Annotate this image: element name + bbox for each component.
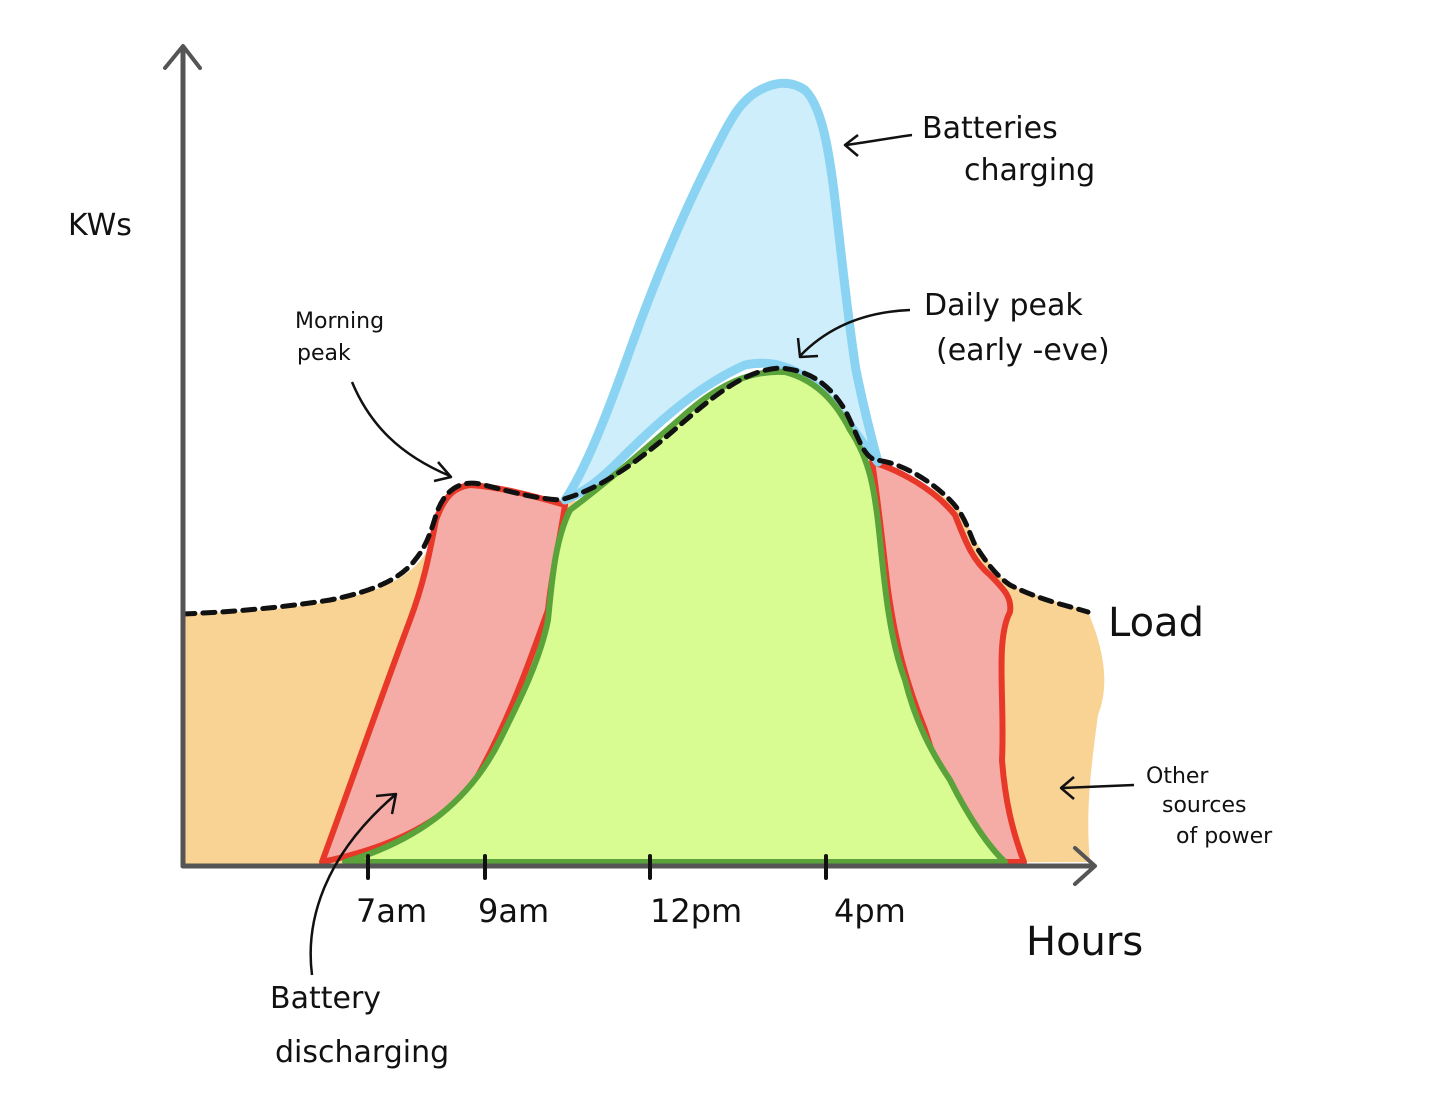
tick-label-4pm: 4pm <box>834 892 906 930</box>
morning-peak-arrowhead <box>433 461 453 483</box>
load-label: Load <box>1108 600 1204 646</box>
batteries-charging-arrow <box>845 133 913 147</box>
daily-peak-label-line2: (early -eve) <box>936 333 1110 368</box>
battery-discharging-label-line1: Battery <box>270 981 381 1016</box>
battery-discharging-arrow <box>309 794 396 976</box>
daily-peak-label-line1: Daily peak <box>924 288 1083 323</box>
daily-peak-arrow <box>799 308 911 357</box>
x-axis-arrow <box>1073 846 1097 886</box>
battery-discharging-label-line2: discharging <box>275 1035 449 1070</box>
tick-label-12pm: 12pm <box>650 892 742 930</box>
solar-area <box>342 368 1008 865</box>
battery-charging-area <box>560 78 883 505</box>
battery-discharge-evening-area <box>869 459 1027 865</box>
batteries-charging-arrowhead <box>843 134 859 157</box>
other-sources-arrowhead <box>1059 776 1075 800</box>
tick-label-9am: 9am <box>478 892 549 930</box>
batteries-charging-label-line1: Batteries <box>922 111 1058 146</box>
morning-peak-label-line2: peak <box>297 341 351 366</box>
x-axis-label: Hours <box>1026 919 1143 965</box>
batteries-charging-label-line2: charging <box>964 153 1095 188</box>
other-sources-label-line1: Other <box>1146 764 1209 789</box>
y-axis-label: KWs <box>68 208 132 243</box>
daily-peak-arrowhead <box>796 337 819 359</box>
other-sources-label-line3: of power <box>1176 824 1273 849</box>
tick-label-7am: 7am <box>356 892 427 930</box>
other-sources-label-line2: sources <box>1162 793 1247 818</box>
other-sources-arrow <box>1061 783 1135 790</box>
battery-discharging-arrowhead <box>375 792 398 815</box>
load-line <box>180 365 1091 617</box>
morning-peak-label-line1: Morning <box>295 309 384 334</box>
y-axis-arrow <box>163 44 202 70</box>
morning-peak-arrow <box>350 381 451 478</box>
